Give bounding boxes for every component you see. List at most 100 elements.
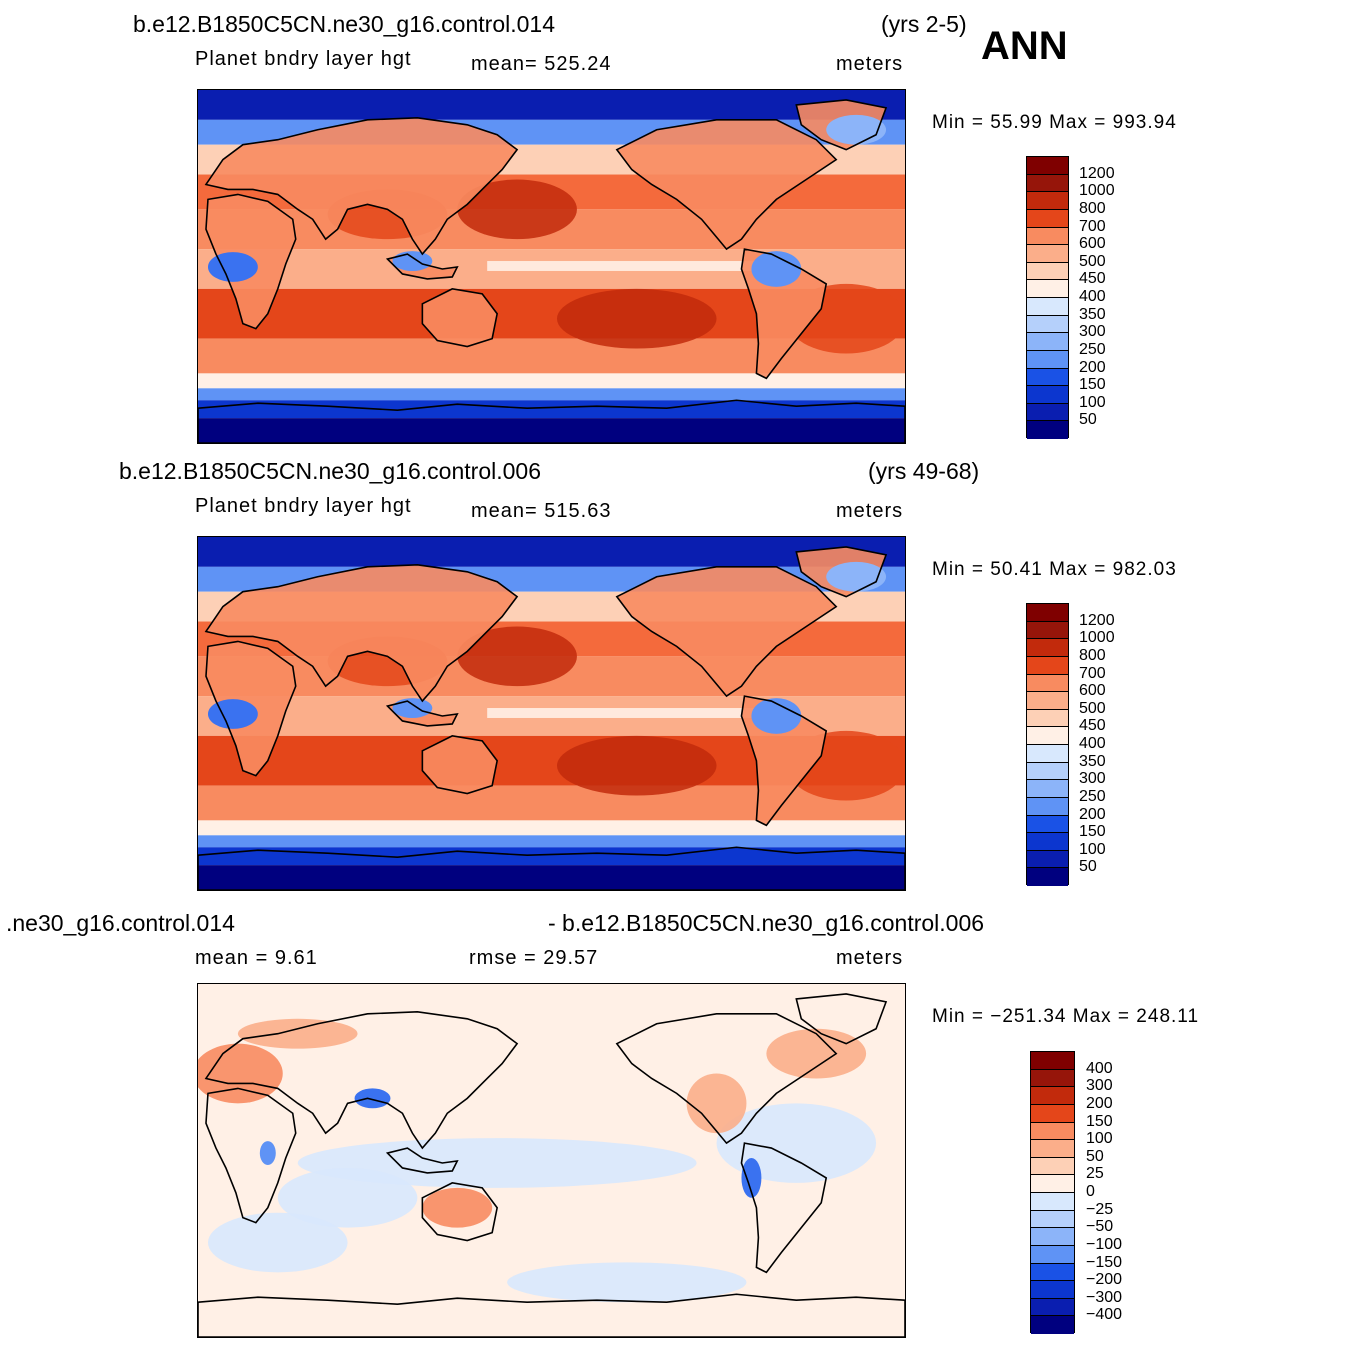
colorbar-tick-label: 100 (1079, 393, 1106, 411)
colorbar-tick-label: 600 (1079, 682, 1106, 700)
colorbar-tick-label: 600 (1079, 235, 1106, 253)
colorbar-tick-label: 350 (1079, 305, 1106, 323)
colorbar-tick-label: 400 (1079, 288, 1106, 305)
colorbar-tick-label: 700 (1079, 217, 1106, 235)
colorbar-tick-label: 25 (1086, 1165, 1104, 1183)
colorbar-tick-label: 150 (1079, 376, 1106, 394)
colorbar-box (1031, 1104, 1074, 1123)
colorbar-box (1027, 709, 1068, 728)
colorbar-box (1027, 157, 1068, 175)
colorbar-box (1027, 780, 1068, 798)
map-panel-3 (197, 983, 906, 1338)
colorbar-tick-label: 150 (1079, 823, 1106, 841)
colorbar-box (1027, 727, 1068, 745)
colorbar-box (1027, 621, 1068, 640)
colorbar-box (1031, 1281, 1074, 1299)
colorbar-tick-label: 300 (1086, 1077, 1113, 1095)
colorbar-tick-label: 400 (1086, 1059, 1113, 1077)
min-max-label: Min = −251.34 Max = 248.11 (932, 1006, 1200, 1027)
colorbar-tick-label: 50 (1086, 1147, 1104, 1165)
colorbar-box (1027, 815, 1068, 834)
colorbar-tick-label: −300 (1086, 1288, 1123, 1306)
case-title: b.e12.B1850C5CN.ne30_g16.control.014 (133, 11, 555, 37)
colorbar-box (1031, 1087, 1074, 1105)
colorbar-box (1027, 692, 1068, 710)
colorbar (1030, 1051, 1075, 1334)
colorbar-tick-label: 450 (1079, 270, 1106, 288)
colorbar-box (1027, 656, 1068, 675)
years-label: (yrs 2-5) (881, 11, 967, 37)
colorbar-box (1027, 850, 1068, 869)
colorbar-tick-label: 450 (1079, 717, 1106, 735)
colorbar-box (1031, 1245, 1074, 1264)
variable-label: Planet bndry layer hgt (195, 48, 412, 70)
colorbar-tick-label: 500 (1079, 699, 1106, 717)
colorbar-box (1027, 209, 1068, 228)
colorbar-box (1027, 262, 1068, 281)
colorbar-tick-label: 800 (1079, 646, 1106, 664)
colorbar-box (1031, 1157, 1074, 1176)
colorbar-box (1031, 1175, 1074, 1193)
colorbar-tick-label: 200 (1086, 1094, 1113, 1112)
colorbar-box (1027, 403, 1068, 422)
colorbar-box (1031, 1263, 1074, 1282)
colorbar-tick-label: 150 (1086, 1112, 1113, 1130)
colorbar-box (1027, 745, 1068, 763)
colorbar-box (1027, 245, 1068, 263)
colorbar-box (1031, 1298, 1074, 1317)
colorbar-box (1031, 1122, 1074, 1141)
colorbar-tick-label: −100 (1086, 1235, 1123, 1253)
colorbar-box (1027, 333, 1068, 351)
colorbar-tick-label: 800 (1079, 199, 1106, 217)
mean-label: mean= 525.24 (471, 53, 612, 75)
colorbar-tick-label: −150 (1086, 1253, 1123, 1271)
units-label: meters (836, 947, 904, 969)
colorbar-tick-label: 250 (1079, 340, 1106, 358)
colorbar-tick-label: 100 (1079, 840, 1106, 858)
colorbar-tick-label: 50 (1079, 858, 1097, 876)
min-max-label: Min = 50.41 Max = 982.03 (932, 559, 1177, 580)
colorbar-box (1027, 192, 1068, 210)
case-title: .ne30_g16.control.014 (6, 910, 235, 936)
colorbar-box (1031, 1316, 1074, 1334)
colorbar-tick-label: 250 (1079, 787, 1106, 805)
colorbar-tick-label: −200 (1086, 1271, 1123, 1289)
colorbar-box (1027, 386, 1068, 404)
colorbar-box (1027, 174, 1068, 193)
colorbar-tick-label: 300 (1079, 770, 1106, 788)
mean-label: mean= 515.63 (471, 500, 612, 522)
colorbar-box (1027, 868, 1068, 886)
colorbar-box (1027, 368, 1068, 387)
colorbar-box (1027, 639, 1068, 657)
colorbar-tick-label: 1200 (1079, 164, 1115, 182)
units-label: meters (836, 500, 904, 522)
colorbar-box (1027, 280, 1068, 298)
rmse-label: rmse = 29.57 (469, 947, 599, 969)
colorbar-tick-label: 1000 (1079, 629, 1115, 647)
colorbar-tick-label: 400 (1079, 735, 1106, 752)
mean-label: mean = 9.61 (195, 947, 318, 969)
colorbar-box (1027, 421, 1068, 439)
map-panel-2 (197, 536, 906, 891)
colorbar-box (1031, 1140, 1074, 1158)
min-max-label: Min = 55.99 Max = 993.94 (932, 112, 1177, 133)
colorbar-box (1031, 1210, 1074, 1229)
colorbar-tick-label: 0 (1086, 1183, 1095, 1200)
colorbar (1026, 156, 1069, 439)
colorbar-tick-label: 500 (1079, 252, 1106, 270)
years-label: (yrs 49-68) (868, 458, 980, 484)
colorbar-box (1031, 1228, 1074, 1246)
colorbar-box (1027, 797, 1068, 816)
colorbar-tick-label: 1200 (1079, 611, 1115, 629)
case-title: b.e12.B1850C5CN.ne30_g16.control.006 (119, 458, 541, 484)
colorbar-tick-label: 200 (1079, 805, 1106, 823)
colorbar-box (1027, 227, 1068, 246)
colorbar-box (1027, 604, 1068, 622)
colorbar-tick-label: −25 (1086, 1200, 1114, 1218)
colorbar-tick-label: 300 (1079, 323, 1106, 341)
colorbar-box (1027, 762, 1068, 781)
colorbar (1026, 603, 1069, 886)
difference-case-title: - b.e12.B1850C5CN.ne30_g16.control.006 (548, 910, 985, 936)
map-panel-1 (197, 89, 906, 444)
colorbar-box (1031, 1052, 1074, 1070)
